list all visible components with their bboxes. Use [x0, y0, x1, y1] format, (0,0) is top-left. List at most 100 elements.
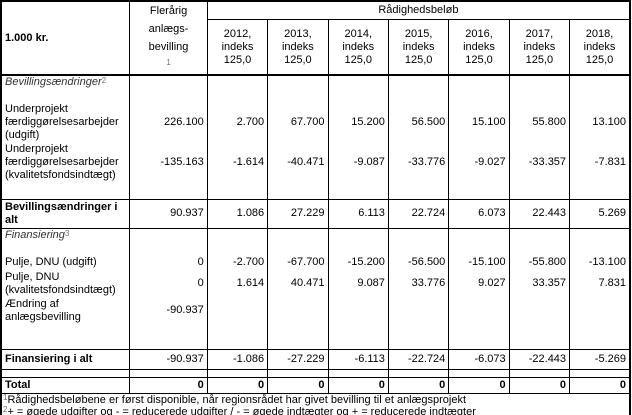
value-cell	[569, 75, 631, 102]
empty-cell	[267, 324, 329, 349]
footnote-text: + = øgede udgifter og - = reducerede udg…	[7, 406, 476, 415]
value-cell: 0	[508, 376, 571, 394]
empty-cell	[569, 369, 631, 377]
empty-cell	[0, 182, 131, 199]
value-cell: 13.100	[569, 102, 631, 142]
row-label: Ændring af anlægsbevilling	[0, 297, 131, 324]
empty-cell	[387, 324, 450, 349]
row-pulje-dnu-udgift: Pulje, DNU (udgift) 0 -2.700 -67.700 -15…	[0, 255, 631, 270]
empty-cell	[267, 182, 329, 199]
row-bevillingsaendringer-i-alt: Bevillingsændringer i alt 90.937 1.086 2…	[0, 198, 631, 229]
value-cell: -6.073	[448, 348, 510, 370]
value-cell: -33.357	[508, 142, 571, 182]
value-cell: 0	[448, 376, 510, 394]
row-aendring-af-anlaegsbevilling: Ændring af anlægsbevilling -90.937	[0, 297, 631, 324]
value-cell: -13.100	[569, 255, 631, 270]
value-cell	[267, 297, 329, 324]
year-header-2013: 2013, indeks 125,0	[267, 19, 329, 77]
value-cell	[206, 297, 269, 324]
value-cell	[206, 75, 269, 102]
footnote-1: 1Rådighedsbeløbene er først disponible, …	[1, 393, 630, 406]
flerarig-line1: Flerårig	[149, 5, 188, 17]
value-cell: -15.100	[448, 255, 510, 270]
year-header-2014: 2014, indeks 125,0	[327, 19, 389, 77]
flerarig-line3: bevilling 1	[148, 41, 189, 67]
value-cell: 0	[387, 376, 450, 394]
value-cell: 0	[129, 270, 208, 297]
value-cell	[206, 228, 269, 255]
value-cell: -67.700	[267, 255, 329, 270]
value-cell: 27.229	[267, 198, 329, 229]
value-cell: -56.500	[387, 255, 450, 270]
footnote-ref-3: 3	[64, 228, 70, 238]
value-cell: 33.357	[508, 270, 571, 297]
value-cell: 5.269	[569, 198, 631, 229]
empty-cell	[206, 369, 269, 377]
value-cell	[327, 228, 389, 255]
row-total: Total 0 0 0 0 0 0 0 0	[0, 376, 631, 394]
value-cell: 15.200	[327, 102, 389, 142]
value-cell: 40.471	[267, 270, 329, 297]
empty-cell	[129, 324, 208, 349]
empty-cell	[448, 324, 510, 349]
value-cell: 0	[129, 376, 208, 394]
year-header-2015: 2015, indeks 125,0	[387, 19, 450, 77]
value-cell: -22.443	[508, 348, 571, 370]
value-cell	[327, 297, 389, 324]
value-cell: -5.269	[569, 348, 631, 370]
value-cell: -1.086	[206, 348, 269, 370]
value-cell: 9.027	[448, 270, 510, 297]
row-label: Bevillingsændringer2	[0, 75, 131, 102]
empty-cell	[448, 182, 510, 199]
row-label: Pulje, DNU (udgift)	[0, 255, 131, 270]
empty-cell	[267, 369, 329, 377]
value-cell: 33.776	[387, 270, 450, 297]
value-cell: 6.113	[327, 198, 389, 229]
footnote-2: 2+ = øgede udgifter og - = reducerede ud…	[1, 406, 630, 415]
value-cell: -55.800	[508, 255, 571, 270]
value-cell: 226.100	[129, 102, 208, 142]
value-cell: -9.087	[327, 142, 389, 182]
footnote-text: Rådighedsbeløbene er først disponible, n…	[7, 393, 467, 406]
value-cell: 22.443	[508, 198, 571, 229]
value-cell	[267, 75, 329, 102]
year-header-2012: 2012, indeks 125,0	[206, 19, 269, 77]
empty-cell	[327, 369, 389, 377]
footnote-ref-2: 2	[101, 76, 107, 85]
year-header-2016: 2016, indeks 125,0	[448, 19, 510, 77]
unit-header-cell: 1.000 kr.	[0, 1, 131, 76]
value-cell: 2.700	[206, 102, 269, 142]
empty-cell	[206, 182, 269, 199]
value-cell: -2.700	[206, 255, 269, 270]
value-cell: -90.937	[129, 297, 208, 324]
raadighedsbeloeb-header: Rådighedsbeløb	[206, 1, 631, 21]
empty-cell	[0, 324, 131, 349]
year-header-2018: 2018, indeks 125,0	[569, 19, 631, 77]
row-label: Finansiering i alt	[0, 348, 131, 370]
value-cell: 90.937	[129, 198, 208, 229]
empty-cell	[569, 324, 631, 349]
spacer-row	[0, 182, 631, 199]
empty-cell	[508, 324, 571, 349]
value-cell	[267, 228, 329, 255]
empty-cell	[206, 324, 269, 349]
value-cell: -6.113	[327, 348, 389, 370]
row-finansiering-i-alt: Finansiering i alt -90.937 -1.086 -27.22…	[0, 348, 631, 370]
value-cell	[129, 75, 208, 102]
value-cell	[387, 75, 450, 102]
empty-cell	[448, 369, 510, 377]
value-cell	[508, 297, 571, 324]
value-cell: 67.700	[267, 102, 329, 142]
value-cell: 55.800	[508, 102, 571, 142]
value-cell: -33.776	[387, 142, 450, 182]
footnote-ref-1: 1	[166, 58, 171, 67]
value-cell: 0	[327, 376, 389, 394]
empty-cell	[508, 182, 571, 199]
flerarig-line2: anlægs-	[148, 23, 189, 35]
value-cell: 7.831	[569, 270, 631, 297]
value-cell: -1.614	[206, 142, 269, 182]
header-row-years: 2012, indeks 125,0 2013, indeks 125,0 2014, i…	[1, 19, 631, 77]
section-row-bevillingsaendringer: Bevillingsændringer2	[0, 75, 631, 102]
